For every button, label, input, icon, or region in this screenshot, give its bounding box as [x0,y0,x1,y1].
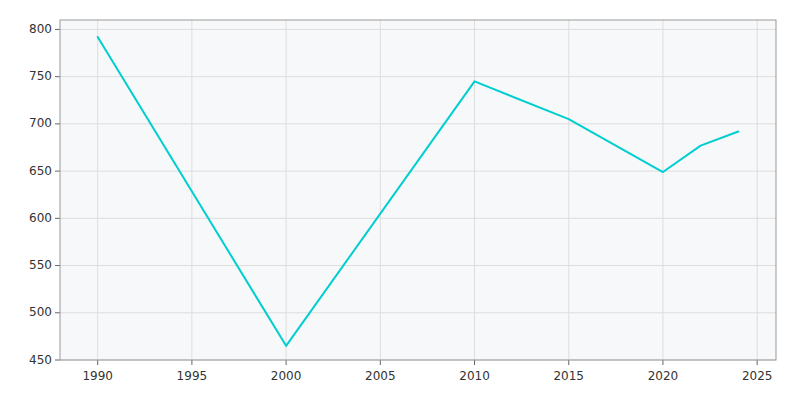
y-tick [55,171,60,172]
x-grid-line [474,20,475,360]
x-grid-line [97,20,98,360]
x-tick [662,360,663,365]
y-tick-label: 550 [29,258,52,272]
x-grid-line [757,20,758,360]
y-tick [55,312,60,313]
y-tick [55,76,60,77]
plot-frame [60,20,776,360]
y-grid-line [60,29,776,30]
y-grid-line [60,76,776,77]
y-tick [55,123,60,124]
x-tick [568,360,569,365]
x-grid-line [380,20,381,360]
x-tick [191,360,192,365]
y-tick [55,360,60,361]
y-tick-label: 700 [29,116,52,130]
y-tick-label: 750 [29,69,52,83]
x-tick-label: 2015 [553,369,584,383]
y-tick-label: 600 [29,211,52,225]
x-tick-label: 1990 [82,369,113,383]
data-line [98,37,739,346]
x-tick-label: 2000 [271,369,302,383]
y-grid-line [60,312,776,313]
chart-container: 450 500 550 600 650 700 750 800 1990 1995 2000 2005… [0,0,800,400]
y-tick [55,218,60,219]
x-tick-label: 2025 [742,369,773,383]
plot-background [60,20,776,360]
x-tick [97,360,98,365]
x-tick-label: 2005 [365,369,396,383]
x-tick-label: 1995 [177,369,208,383]
x-grid-line [286,20,287,360]
data-layer [98,37,739,346]
y-tick-label: 800 [29,22,52,36]
y-tick-label: 500 [29,305,52,319]
chart-svg: 450 500 550 600 650 700 750 800 1990 1995 2000 2005… [0,0,800,400]
axes: 450 500 550 600 650 700 750 800 1990 1995 2000 2005… [29,22,772,383]
x-tick [380,360,381,365]
y-grid-line [60,171,776,172]
x-grid-line [568,20,569,360]
x-tick [474,360,475,365]
y-grid-line [60,218,776,219]
y-tick-label: 650 [29,164,52,178]
y-tick [55,265,60,266]
grid [60,20,776,360]
x-tick-label: 2020 [648,369,679,383]
y-grid-line [60,123,776,124]
x-tick-label: 2010 [459,369,490,383]
y-grid-line [60,265,776,266]
x-tick [286,360,287,365]
x-tick [757,360,758,365]
y-tick-label: 450 [29,353,52,367]
y-tick [55,29,60,30]
x-grid-line [662,20,663,360]
